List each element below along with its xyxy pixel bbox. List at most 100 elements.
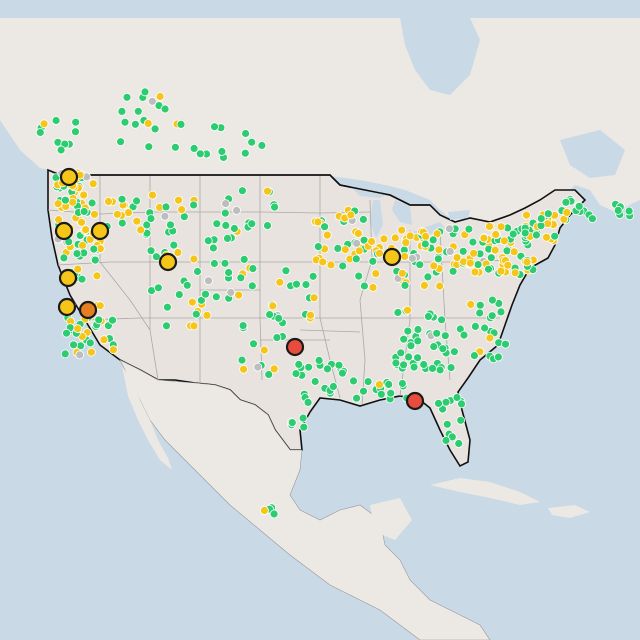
aqi-monitor-marker[interactable] — [212, 219, 222, 229]
aqi-monitor-marker[interactable] — [349, 376, 358, 386]
aqi-monitor-marker[interactable] — [117, 107, 127, 116]
aqi-monitor-marker[interactable] — [281, 266, 291, 276]
aqi-monitor-marker[interactable] — [543, 209, 553, 219]
aqi-monitor-marker[interactable] — [95, 301, 105, 311]
aqi-monitor-marker[interactable] — [108, 315, 117, 325]
aqi-monitor-marker[interactable] — [203, 236, 213, 246]
aqi-monitor-marker[interactable] — [130, 119, 140, 129]
aqi-monitor-marker[interactable] — [294, 359, 304, 369]
aqi-monitor-marker[interactable] — [465, 258, 475, 268]
aqi-highlight-marker[interactable] — [382, 247, 402, 267]
aqi-monitor-marker[interactable] — [77, 274, 87, 284]
aqi-monitor-marker[interactable] — [354, 271, 364, 281]
aqi-monitor-marker[interactable] — [143, 119, 153, 128]
aqi-monitor-marker[interactable] — [328, 382, 338, 391]
aqi-monitor-marker[interactable] — [448, 266, 458, 276]
aqi-monitor-marker[interactable] — [269, 509, 279, 519]
aqi-monitor-marker[interactable] — [314, 355, 324, 365]
aqi-highlight-marker[interactable] — [78, 300, 98, 320]
aqi-monitor-marker[interactable] — [397, 225, 407, 235]
aqi-monitor-marker[interactable] — [423, 312, 433, 321]
aqi-monitor-marker[interactable] — [69, 340, 78, 350]
aqi-monitor-marker[interactable] — [195, 149, 205, 159]
aqi-monitor-marker[interactable] — [176, 120, 186, 129]
aqi-monitor-marker[interactable] — [452, 253, 462, 263]
aqi-monitor-marker[interactable] — [454, 439, 464, 448]
aqi-monitor-marker[interactable] — [90, 209, 99, 219]
aqi-monitor-marker[interactable] — [354, 246, 364, 256]
aqi-monitor-marker[interactable] — [54, 215, 63, 225]
aqi-monitor-marker[interactable] — [421, 231, 431, 241]
aqi-monitor-marker[interactable] — [419, 360, 429, 369]
aqi-monitor-marker[interactable] — [132, 196, 142, 206]
aqi-monitor-marker[interactable] — [469, 248, 479, 258]
aqi-monitor-marker[interactable] — [352, 393, 362, 403]
aqi-monitor-marker[interactable] — [210, 122, 219, 132]
aqi-monitor-marker[interactable] — [496, 222, 506, 232]
aqi-monitor-marker[interactable] — [457, 399, 466, 409]
aqi-monitor-marker[interactable] — [237, 355, 247, 365]
aqi-monitor-marker[interactable] — [60, 349, 70, 359]
aqi-monitor-marker[interactable] — [397, 379, 407, 388]
aqi-monitor-marker[interactable] — [90, 255, 100, 265]
aqi-monitor-marker[interactable] — [116, 137, 125, 147]
aqi-monitor-marker[interactable] — [353, 229, 363, 238]
aqi-monitor-marker[interactable] — [274, 313, 284, 323]
aqi-monitor-marker[interactable] — [170, 142, 180, 152]
aqi-monitor-marker[interactable] — [386, 388, 396, 398]
aqi-monitor-marker[interactable] — [493, 352, 503, 362]
aqi-monitor-marker[interactable] — [445, 224, 454, 234]
aqi-monitor-marker[interactable] — [432, 229, 442, 239]
aqi-monitor-marker[interactable] — [340, 245, 350, 255]
aqi-monitor-marker[interactable] — [161, 202, 171, 212]
aqi-monitor-marker[interactable] — [400, 280, 410, 290]
aqi-monitor-marker[interactable] — [313, 217, 323, 227]
aqi-monitor-marker[interactable] — [334, 360, 344, 370]
aqi-monitor-marker[interactable] — [189, 321, 199, 331]
aqi-monitor-marker[interactable] — [397, 268, 407, 278]
aqi-monitor-marker[interactable] — [308, 271, 318, 281]
aqi-monitor-marker[interactable] — [217, 147, 227, 156]
aqi-monitor-marker[interactable] — [182, 280, 192, 290]
aqi-monitor-marker[interactable] — [240, 148, 250, 158]
aqi-monitor-marker[interactable] — [160, 211, 170, 221]
aqi-monitor-marker[interactable] — [229, 224, 239, 233]
aqi-monitor-marker[interactable] — [301, 280, 311, 290]
aqi-monitor-marker[interactable] — [56, 145, 66, 155]
aqi-monitor-marker[interactable] — [406, 341, 416, 351]
aqi-monitor-marker[interactable] — [147, 96, 157, 106]
aqi-monitor-marker[interactable] — [475, 308, 485, 318]
aqi-monitor-marker[interactable] — [309, 293, 319, 303]
aqi-monitor-marker[interactable] — [287, 418, 297, 428]
aqi-monitor-marker[interactable] — [247, 137, 257, 147]
aqi-monitor-marker[interactable] — [239, 364, 249, 374]
aqi-monitor-marker[interactable] — [358, 214, 368, 224]
aqi-monitor-marker[interactable] — [221, 199, 231, 209]
aqi-monitor-marker[interactable] — [247, 219, 257, 229]
aqi-monitor-marker[interactable] — [153, 283, 163, 293]
aqi-monitor-marker[interactable] — [496, 266, 506, 276]
aqi-monitor-marker[interactable] — [470, 267, 480, 277]
aqi-monitor-marker[interactable] — [351, 254, 361, 264]
aqi-monitor-marker[interactable] — [196, 295, 206, 305]
aqi-monitor-marker[interactable] — [613, 205, 623, 215]
aqi-monitor-marker[interactable] — [485, 222, 494, 231]
aqi-monitor-marker[interactable] — [391, 358, 401, 368]
aqi-monitor-marker[interactable] — [189, 143, 199, 153]
aqi-monitor-marker[interactable] — [272, 333, 282, 343]
aqi-monitor-marker[interactable] — [259, 345, 269, 355]
aqi-monitor-marker[interactable] — [371, 269, 381, 279]
aqi-monitor-marker[interactable] — [239, 254, 249, 264]
aqi-monitor-marker[interactable] — [224, 268, 234, 277]
aqi-monitor-marker[interactable] — [268, 301, 278, 311]
aqi-monitor-marker[interactable] — [390, 233, 400, 243]
aqi-monitor-marker[interactable] — [510, 268, 520, 278]
aqi-monitor-marker[interactable] — [459, 330, 469, 340]
aqi-monitor-marker[interactable] — [432, 328, 442, 338]
aqi-monitor-marker[interactable] — [310, 377, 320, 386]
aqi-highlight-marker[interactable] — [59, 167, 79, 187]
aqi-monitor-marker[interactable] — [263, 186, 272, 196]
aqi-monitor-marker[interactable] — [490, 245, 500, 255]
aqi-monitor-marker[interactable] — [536, 214, 546, 224]
aqi-monitor-marker[interactable] — [429, 261, 439, 271]
